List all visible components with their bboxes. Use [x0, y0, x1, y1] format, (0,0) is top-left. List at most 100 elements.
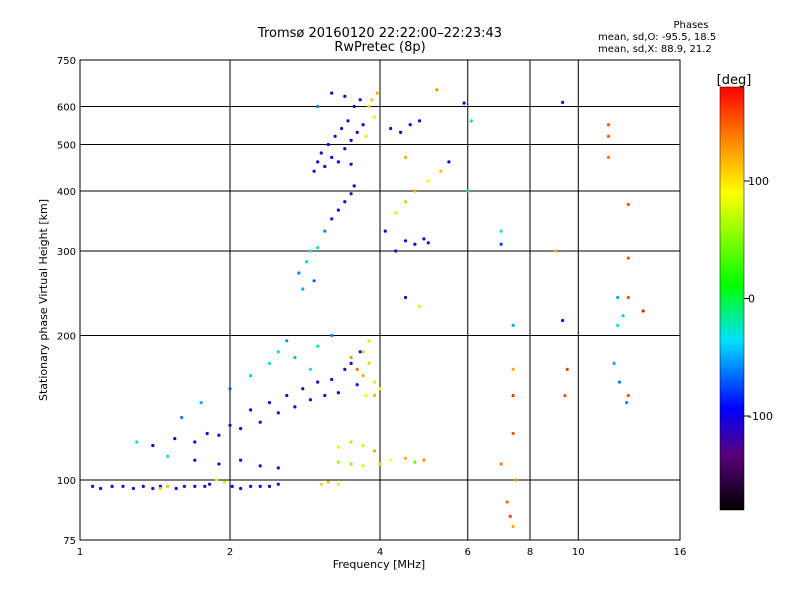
data-point: [336, 160, 340, 164]
data-point: [349, 462, 353, 466]
grid-lines: [80, 60, 680, 540]
data-point: [323, 393, 327, 398]
data-point: [99, 486, 103, 491]
data-point: [141, 484, 145, 488]
data-point: [361, 123, 365, 127]
data-point: [336, 445, 340, 449]
chart-subtitle: RwPretec (8p): [334, 40, 426, 55]
data-point: [285, 339, 289, 343]
phase-stats: Phases mean, sd,O: -95.5, 18.5 mean, sd,…: [598, 20, 756, 56]
data-point: [258, 464, 262, 468]
data-point: [511, 524, 515, 529]
data-point: [355, 383, 359, 387]
data-point: [389, 458, 393, 462]
data-point: [349, 162, 353, 166]
data-point: [305, 260, 309, 264]
data-point: [323, 164, 327, 169]
data-point: [323, 229, 327, 233]
data-point: [462, 101, 466, 105]
data-point: [389, 126, 393, 131]
data-point: [336, 460, 340, 464]
data-point: [228, 387, 232, 391]
data-point: [367, 339, 371, 343]
x-tick-label: 6: [465, 547, 471, 558]
data-point: [330, 333, 334, 338]
data-point: [616, 323, 620, 327]
data-point: [267, 484, 272, 488]
data-point: [514, 478, 518, 482]
data-point: [276, 482, 280, 486]
data-point: [364, 134, 368, 138]
data-point: [343, 147, 347, 151]
data-point: [621, 314, 625, 318]
data-point: [340, 126, 344, 131]
data-point: [367, 104, 371, 109]
data-point: [372, 115, 377, 119]
scatter-points: [91, 88, 645, 529]
data-point: [355, 130, 359, 134]
data-point: [135, 440, 139, 444]
data-point: [403, 200, 408, 204]
data-point: [408, 123, 412, 127]
data-point: [361, 350, 365, 354]
data-point: [166, 484, 170, 488]
x-tick-label: 1: [77, 547, 83, 558]
data-point: [343, 367, 347, 371]
data-point: [403, 456, 408, 460]
y-tick-label: 750: [57, 56, 76, 67]
data-point: [267, 401, 272, 405]
data-point: [561, 318, 565, 323]
data-point: [343, 200, 347, 204]
data-point: [319, 151, 323, 155]
colorbar-tick-label: 0: [748, 293, 755, 306]
data-point: [413, 460, 417, 464]
data-point: [319, 482, 323, 486]
data-point: [626, 256, 630, 260]
data-point: [239, 427, 243, 431]
phase-stats-o: mean, sd,O: -95.5, 18.5: [598, 32, 717, 43]
data-point: [205, 431, 209, 436]
data-point: [499, 462, 503, 466]
data-point: [349, 138, 353, 142]
data-point: [358, 350, 362, 354]
data-point: [301, 387, 305, 391]
data-point: [330, 155, 334, 159]
data-point: [343, 94, 347, 98]
data-point: [249, 374, 253, 378]
data-point: [308, 249, 312, 253]
y-tick-label: 500: [57, 141, 76, 152]
data-point: [249, 408, 253, 412]
data-point: [352, 184, 356, 188]
data-point: [333, 134, 337, 138]
data-point: [447, 160, 451, 164]
x-tick-label: 10: [572, 547, 585, 558]
data-point: [563, 393, 567, 398]
data-point: [352, 104, 356, 109]
data-point: [301, 287, 305, 291]
colorbar-gradient: [719, 86, 745, 511]
data-point: [422, 458, 426, 462]
data-point: [330, 377, 334, 382]
data-point: [508, 514, 512, 519]
data-point: [426, 241, 430, 245]
data-point: [151, 486, 155, 491]
data-point: [626, 295, 630, 300]
data-point: [276, 350, 280, 354]
data-point: [258, 420, 262, 424]
data-point: [239, 458, 243, 462]
data-point: [239, 486, 243, 491]
x-axis: 1 2 4 6 8 10 16: [77, 547, 687, 558]
data-point: [249, 484, 253, 488]
data-point: [349, 355, 353, 360]
data-point: [561, 100, 565, 104]
data-point: [616, 295, 620, 300]
data-point: [511, 393, 515, 398]
data-point: [193, 440, 197, 444]
data-point: [173, 437, 177, 441]
data-point: [308, 367, 312, 371]
data-point: [361, 374, 365, 378]
y-axis-label: Stationary phase Virtual Height [km]: [37, 199, 50, 401]
data-point: [372, 393, 377, 398]
data-point: [228, 423, 232, 427]
